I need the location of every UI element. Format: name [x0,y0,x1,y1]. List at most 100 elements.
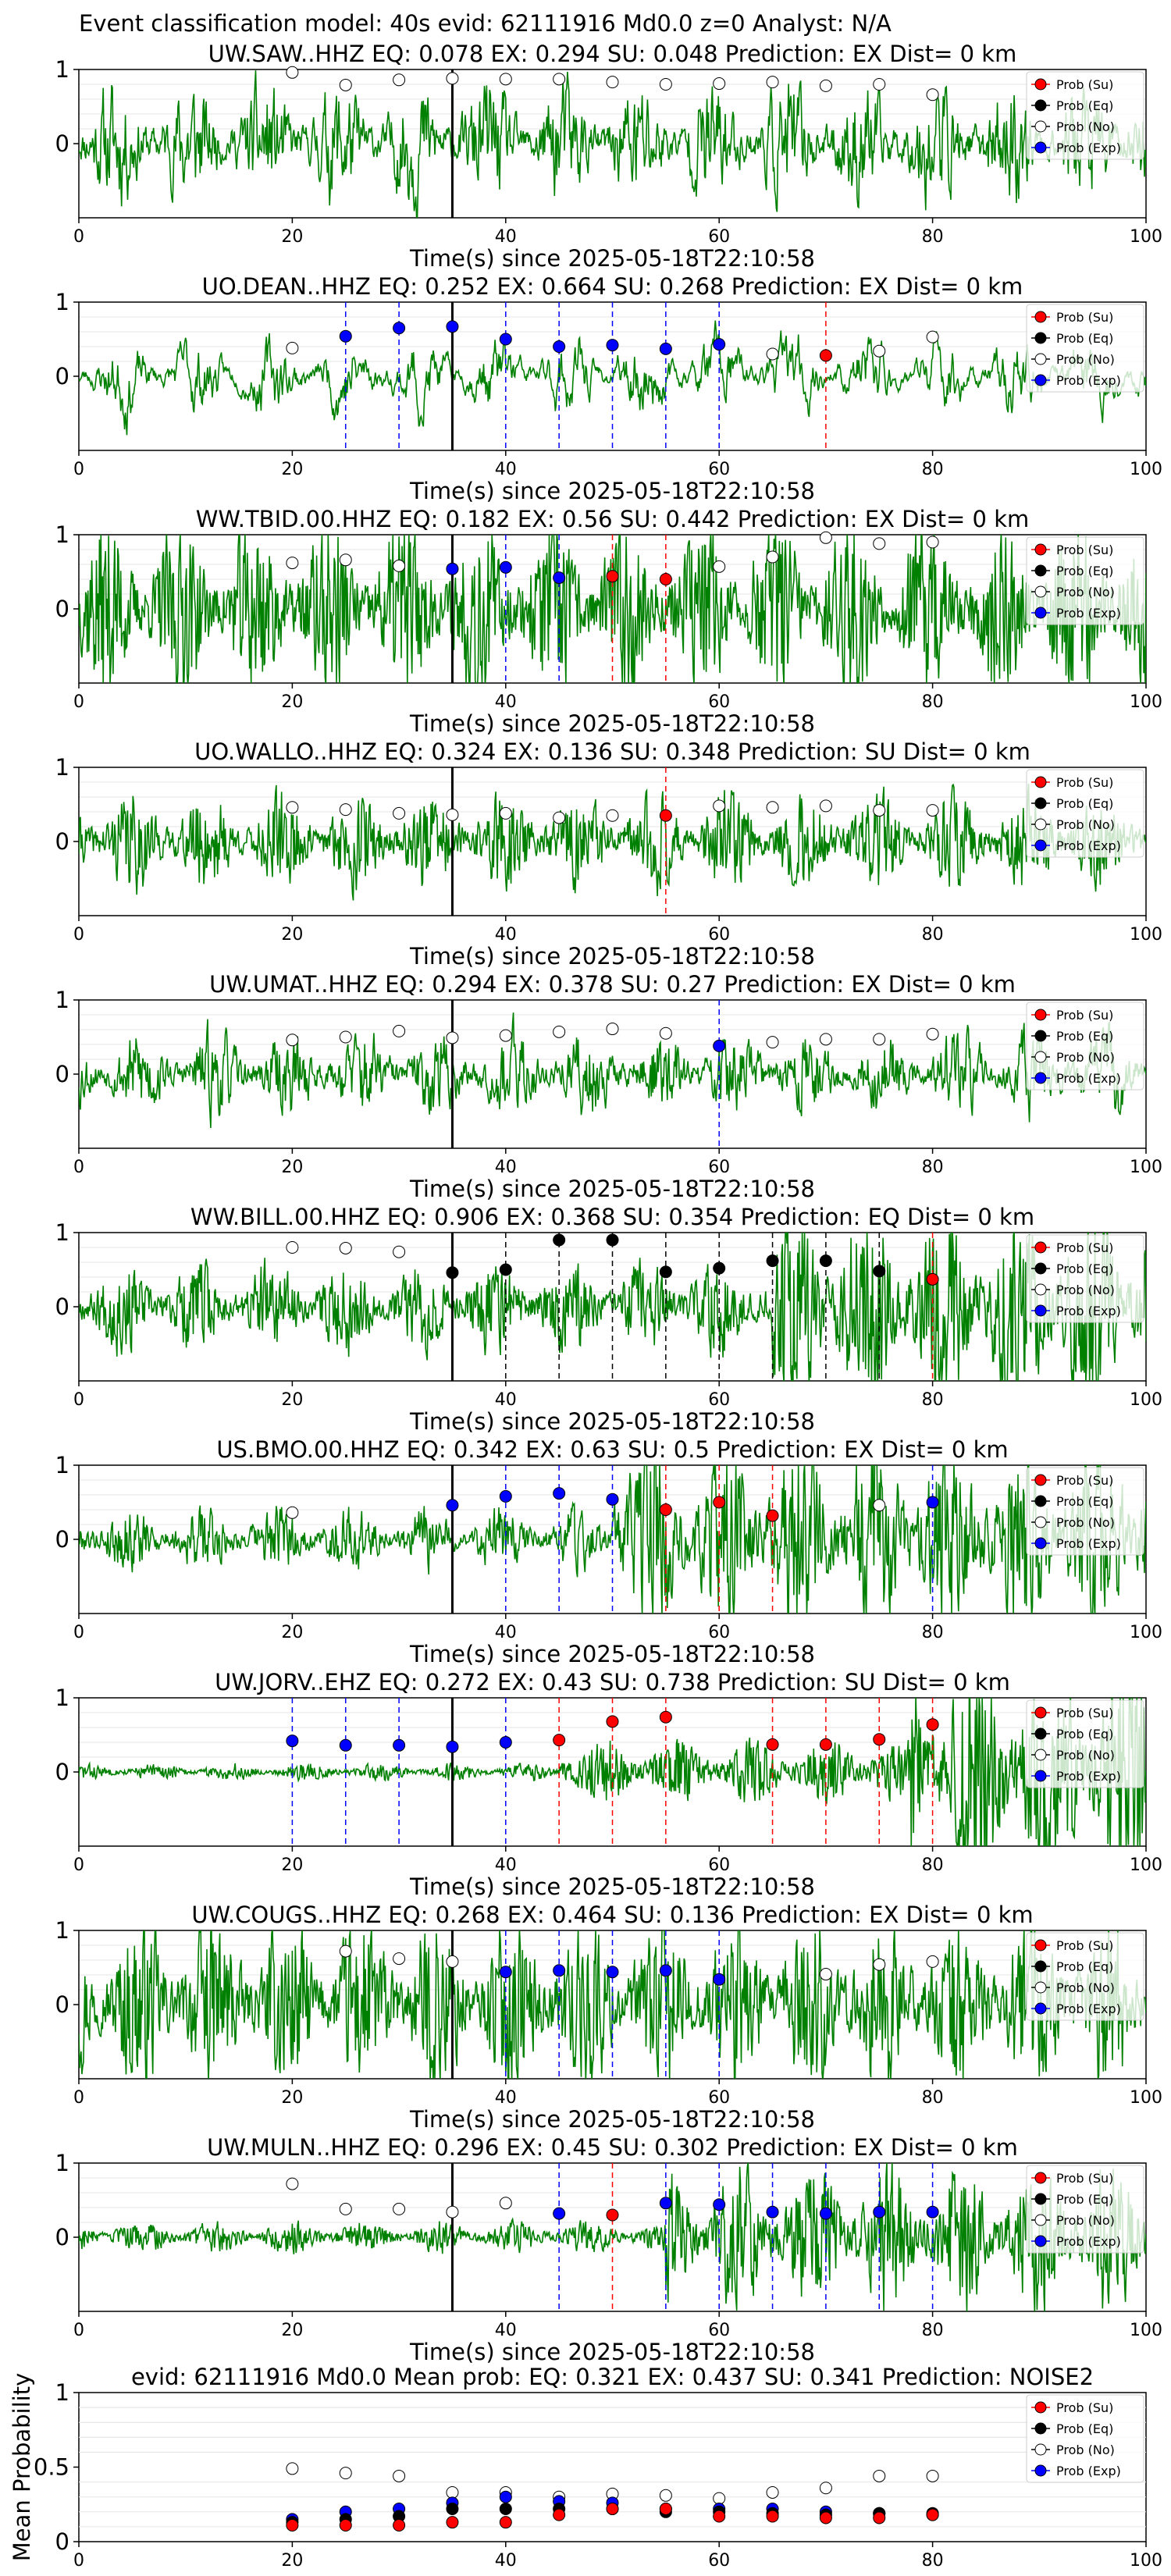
panel-title: UO.DEAN..HHZ EQ: 0.252 EX: 0.664 SU: 0.2… [202,273,1023,300]
legend-marker-eq [1034,1030,1047,1042]
x-tick-label: 0 [73,2321,84,2340]
station-panel-4: UW.UMAT..HHZ EQ: 0.294 EX: 0.378 SU: 0.2… [55,971,1162,1202]
legend-marker-eq [1034,2193,1047,2205]
legend-frame [1026,2165,1144,2254]
prob-marker-su [766,1738,779,1751]
prob-marker-no [926,804,939,817]
prob-marker-no [446,2485,459,2499]
x-tick-label: 60 [708,1623,730,1642]
prob-marker-no [766,801,779,814]
prob-marker-no [819,799,832,813]
prob-marker-exp [446,320,459,333]
y-tick-label: 1 [55,1452,69,1478]
legend-label-eq: Prob (Eq) [1056,1029,1113,1044]
legend-label-su: Prob (Su) [1056,543,1113,557]
prob-marker-eq [606,1233,619,1247]
station-panel-2: WW.TBID.00.HHZ EQ: 0.182 EX: 0.56 SU: 0.… [55,506,1162,737]
legend-label-exp: Prob (Exp) [1056,141,1121,155]
y-tick-label: 1 [55,521,69,548]
legend-marker-exp [1034,374,1047,386]
prob-marker-no [819,1968,832,1981]
prob-marker-no [499,2197,512,2210]
prob-marker-no [713,77,726,91]
legend-marker-su [1034,1474,1047,1486]
prob-marker-no [393,559,406,572]
prob-marker-su [446,2516,459,2529]
x-tick-label: 100 [1130,692,1162,712]
prob-marker-exp [766,2205,779,2218]
legend: Prob (Su) Prob (Eq) Prob (No) Prob (Exp) [1026,2394,1144,2483]
legend-marker-su [1034,2172,1047,2184]
x-tick-label: 0 [73,1390,84,1410]
x-tick-label: 100 [1130,2088,1162,2108]
prob-marker-su [659,573,672,585]
legend-label-exp: Prob (Exp) [1056,838,1121,853]
x-tick-label: 80 [922,1623,944,1642]
prob-marker-no [606,76,619,89]
legend-marker-exp [1034,839,1047,852]
prob-marker-su [606,1715,619,1728]
x-tick-label: 0 [73,692,84,712]
legend-marker-no [1034,353,1047,365]
x-tick-label: 0 [73,1158,84,1177]
legend-label-eq: Prob (Eq) [1056,796,1113,811]
y-tick-label: 0 [55,1759,69,1785]
prob-marker-exp [659,1964,672,1977]
station-panel-1: UO.DEAN..HHZ EQ: 0.252 EX: 0.664 SU: 0.2… [55,273,1162,504]
prob-marker-no [393,806,406,820]
prob-marker-exp [499,1966,512,1979]
prob-marker-no [926,330,939,343]
legend: Prob (Su) Prob (Eq) Prob (No) Prob (Exp) [1026,1002,1144,1091]
x-tick-label: 40 [495,1390,517,1410]
legend-marker-eq [1034,1960,1047,1973]
prob-marker-no [873,78,886,91]
prob-marker-eq [873,1265,886,1278]
prob-marker-su [873,2511,886,2524]
x-tick-label: 60 [708,227,730,247]
legend-label-eq: Prob (Eq) [1056,1959,1113,1974]
legend-frame [1026,1699,1144,1788]
legend-label-no: Prob (No) [1056,1748,1115,1763]
prob-marker-su [393,2518,406,2532]
prob-marker-exp [873,2205,886,2218]
y-tick-label: 1 [55,1917,69,1944]
prob-marker-no [339,553,352,567]
waveform-trace [79,783,1146,901]
legend-label-exp: Prob (Exp) [1056,2464,1121,2478]
x-tick-label: 100 [1130,1623,1162,1642]
x-axis-label: Time(s) since 2025-05-18T22:10:58 [409,1641,815,1667]
legend: Prob (Su) Prob (Eq) Prob (No) Prob (Exp) [1026,1234,1144,1323]
legend-frame [1026,1234,1144,1323]
legend-label-su: Prob (Su) [1056,310,1113,325]
prob-marker-su [926,1718,939,1731]
prob-marker-exp [499,2490,512,2503]
x-tick-label: 80 [922,1856,944,1875]
legend-frame [1026,304,1144,393]
legend-marker-exp [1034,607,1047,619]
legend-label-su: Prob (Su) [1056,2171,1113,2186]
x-tick-label: 100 [1130,1158,1162,1177]
prob-marker-exp [339,329,352,343]
prob-marker-no [339,1944,352,1958]
panel-title: WW.BILL.00.HHZ EQ: 0.906 EX: 0.368 SU: 0… [190,1204,1034,1230]
y-tick-label: 1 [55,289,69,315]
x-axis-label: Time(s) since 2025-05-18T22:10:58 [409,245,815,272]
prob-marker-exp [553,571,566,585]
x-tick-label: 80 [922,227,944,247]
x-tick-label: 80 [922,692,944,712]
prob-marker-exp [393,322,406,335]
legend-label-su: Prob (Su) [1056,1706,1113,1720]
x-tick-label: 40 [495,2088,517,2108]
prob-marker-su [926,1272,939,1286]
y-tick-label: 0 [55,596,69,622]
prob-marker-exp [713,1039,726,1052]
legend-marker-no [1034,1516,1047,1528]
prob-marker-exp [553,2207,566,2220]
prob-marker-exp [659,342,672,355]
prob-marker-su [606,570,619,583]
legend: Prob (Su) Prob (Eq) Prob (No) Prob (Exp) [1026,536,1144,625]
legend-marker-no [1034,1749,1047,1761]
x-tick-label: 20 [281,1158,303,1177]
x-tick-label: 0 [73,2088,84,2108]
station-panel-0: UW.SAW..HHZ EQ: 0.078 EX: 0.294 SU: 0.04… [55,41,1162,272]
